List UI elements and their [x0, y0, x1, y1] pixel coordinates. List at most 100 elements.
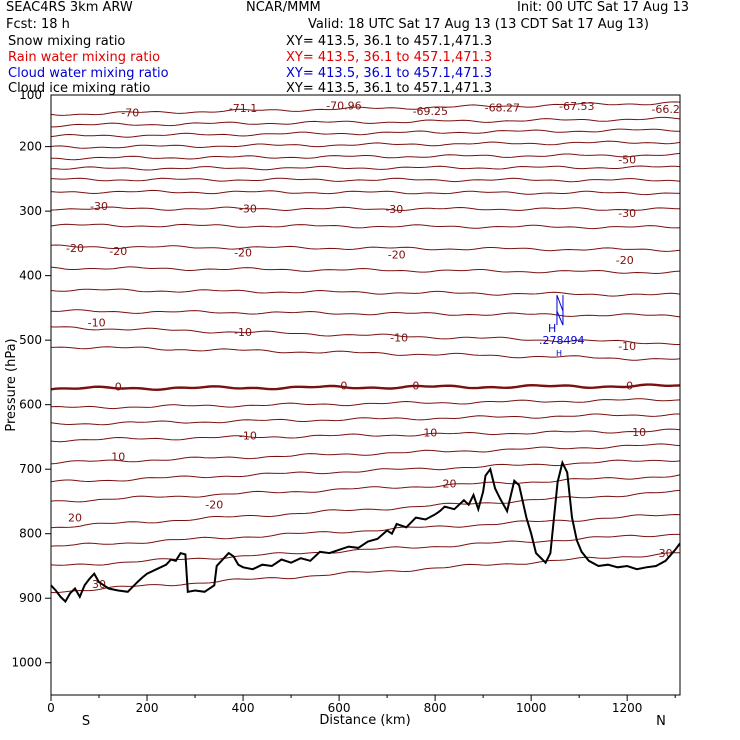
- x-tick-label: 1000: [516, 701, 547, 715]
- x-tick-label: 0: [47, 701, 55, 715]
- field-xy-cloud-water: XY= 413.5, 36.1 to 457.1,471.3: [286, 66, 493, 81]
- field-label-snow: Snow mixing ratio: [8, 34, 126, 49]
- contour-label: 10: [111, 450, 125, 463]
- contour-label: -30: [618, 207, 636, 220]
- y-tick-label: 1000: [11, 656, 42, 670]
- x-tick-label: 800: [424, 701, 447, 715]
- x-tick-label: 200: [136, 701, 159, 715]
- isotherm-line: [50, 513, 681, 547]
- contour-label: -20: [616, 254, 634, 267]
- isotherm-line: [50, 288, 681, 297]
- contour-labels: -70 -71.1 -70.96 -69.25 -68.27 -67.53 -66.2 -50…: [66, 99, 680, 591]
- axes: 0 200 400 600 800 1000 12002003004005006007008…: [11, 88, 676, 715]
- y-tick-label: 500: [19, 333, 42, 347]
- isotherm-line: [50, 474, 681, 503]
- isotherm-line: [50, 266, 681, 275]
- y-axis-title: Pressure (hPa): [4, 338, 19, 431]
- header-init: Init: 00 UTC Sat 17 Aug 13: [517, 0, 690, 15]
- contour-label: -20: [109, 245, 127, 258]
- x-tick-label: 600: [328, 701, 351, 715]
- isotherm-line: [50, 244, 681, 252]
- isotherm-line: [50, 101, 681, 116]
- isotherm-line: [50, 533, 680, 566]
- contour-label: 30: [92, 578, 106, 591]
- isotherm-line: [50, 140, 681, 149]
- contour-label: 0: [412, 379, 419, 392]
- contour-label: -69.25: [413, 105, 448, 118]
- contour-label: 0: [340, 379, 347, 392]
- header-model: SEAC4RS 3km ARW: [6, 0, 133, 15]
- field-xy-cloud-ice: XY= 413.5, 36.1 to 457.1,471.3: [286, 81, 493, 96]
- isotherm-line: [50, 443, 681, 465]
- y-tick-label: 600: [19, 398, 42, 412]
- contour-label: -10: [390, 332, 408, 345]
- contour-label: -67.53: [559, 100, 594, 113]
- header-valid: Valid: 18 UTC Sat 17 Aug 13 (13 CDT Sat …: [308, 17, 649, 32]
- contour-label: 10: [632, 426, 646, 439]
- end-label-south: S: [82, 714, 90, 729]
- high-value-label: .278494: [539, 334, 585, 347]
- contour-label: -10: [618, 340, 636, 353]
- contour-label: -20: [66, 242, 84, 255]
- contour-label: -20: [205, 499, 223, 512]
- field-label-rain: Rain water mixing ratio: [8, 50, 161, 65]
- contour-label: -70: [121, 106, 139, 119]
- isotherm-line: [50, 346, 681, 361]
- contour-label: -50: [618, 154, 636, 167]
- field-xy-snow: XY= 413.5, 36.1 to 457.1,471.3: [286, 34, 493, 49]
- y-tick-label: 700: [19, 462, 42, 476]
- isotherm-line: [50, 489, 681, 529]
- contour-label: 10: [423, 426, 437, 439]
- y-tick-label: 300: [19, 204, 42, 218]
- contour-label: 30: [659, 547, 673, 560]
- y-tick-label: 200: [19, 140, 42, 154]
- field-label-cloud-ice: Cloud ice mixing ratio: [8, 81, 151, 96]
- end-label-north: N: [656, 714, 666, 729]
- contour-label: -10: [234, 326, 252, 339]
- isotherm-line: [50, 413, 680, 426]
- high-marker: H: [548, 322, 556, 335]
- contour-label: -10: [88, 317, 106, 330]
- isotherm-contours: [50, 101, 681, 594]
- contour-label: -10: [239, 430, 257, 443]
- contour-label: -30: [239, 203, 257, 216]
- contour-label: 20: [68, 512, 82, 525]
- contour-label: -71.1: [229, 102, 257, 115]
- y-tick-label-top: 100: [19, 88, 42, 102]
- isotherm-line: [51, 165, 681, 171]
- isotherm-line: [50, 552, 681, 594]
- isotherm-line: [50, 326, 680, 345]
- isotherm-line: [50, 152, 681, 161]
- terrain-group: [50, 459, 681, 604]
- contour-label: -20: [234, 246, 252, 259]
- isotherm-line: [50, 189, 681, 196]
- x-tick-label: 1200: [612, 701, 643, 715]
- isotherm-line: [50, 128, 680, 138]
- plot-frame: [50, 94, 681, 696]
- y-tick-label: 400: [19, 269, 42, 283]
- header-org: NCAR/MMM: [246, 0, 321, 15]
- field-label-cloud-water: Cloud water mixing ratio: [8, 66, 169, 81]
- isotherm-line: [50, 309, 681, 318]
- contour-label: -66.2: [651, 103, 679, 116]
- low-marker: H: [556, 349, 562, 358]
- contour-label: -68.27: [485, 101, 520, 114]
- x-tick-label: 400: [232, 701, 255, 715]
- isotherm-line: [50, 177, 681, 183]
- wind-barb-icon: [556, 294, 564, 326]
- isotherm-line: [50, 383, 681, 392]
- isotherm-line: [50, 206, 680, 212]
- isotherm-line: [50, 459, 681, 483]
- contour-label: -70.96: [326, 99, 361, 112]
- isotherm-line: [50, 428, 681, 443]
- terrain-line: [50, 459, 681, 604]
- isotherm-line: [50, 223, 681, 230]
- isotherm-line: [51, 116, 681, 128]
- contour-label: 20: [443, 477, 457, 490]
- contour-label: -30: [385, 203, 403, 216]
- x-axis-title: Distance (km): [319, 713, 410, 728]
- contour-label: -20: [388, 248, 406, 261]
- y-tick-label: 800: [19, 527, 42, 541]
